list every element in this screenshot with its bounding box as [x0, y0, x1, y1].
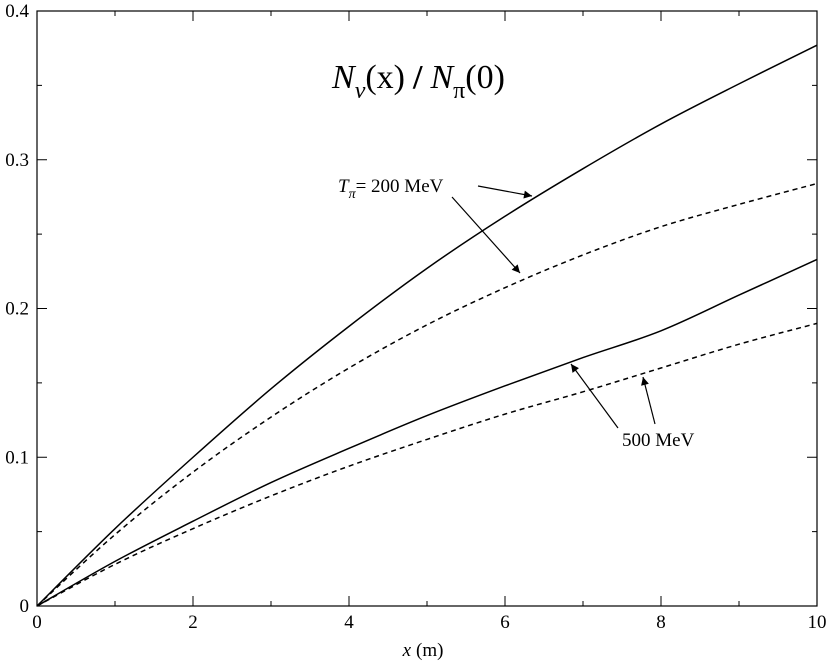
series-line — [36, 258, 818, 607]
y-tick-label: 0.1 — [5, 447, 29, 468]
title-part: / — [412, 59, 423, 96]
x-tick-label: 10 — [808, 612, 827, 633]
annotation-part: T — [338, 176, 350, 197]
x-label-part: (m) — [416, 640, 443, 661]
title-part: N — [331, 59, 357, 96]
arrow — [477, 185, 533, 199]
plot-frame — [36, 10, 818, 607]
series-line — [36, 322, 818, 607]
x-tick-label: 6 — [500, 612, 510, 633]
y-tick-label: 0.2 — [5, 299, 29, 320]
annotation: Tπ= 200 MeV — [338, 176, 444, 202]
title-part: (0) — [465, 59, 505, 96]
y-tick-label: 0.4 — [5, 1, 29, 22]
series-line — [36, 182, 818, 607]
title-part: π — [453, 78, 465, 104]
x-axis-label: x (m) — [402, 640, 444, 661]
x-tick-label: 4 — [344, 612, 354, 633]
x-label-part: x — [402, 640, 412, 661]
series-line — [36, 44, 818, 607]
title-part: ν — [355, 78, 366, 104]
annotation: 500 MeV — [622, 430, 695, 451]
x-tick-label: 8 — [656, 612, 666, 633]
y-tick-label: 0.3 — [5, 150, 29, 171]
arrow — [641, 376, 656, 425]
arrows — [451, 185, 656, 429]
chart-title: Nν(x) / Nπ(0) — [331, 59, 505, 104]
annotation-part: π — [349, 187, 357, 202]
x-tick-label: 0 — [32, 612, 42, 633]
annotation-part: = 200 MeV — [356, 176, 444, 197]
x-tick-label: 2 — [188, 612, 198, 633]
y-tick-label: 0 — [20, 596, 30, 617]
arrow — [570, 363, 619, 429]
title-part: N — [429, 59, 455, 96]
arrow — [451, 196, 521, 274]
title-part: (x) — [365, 59, 405, 96]
